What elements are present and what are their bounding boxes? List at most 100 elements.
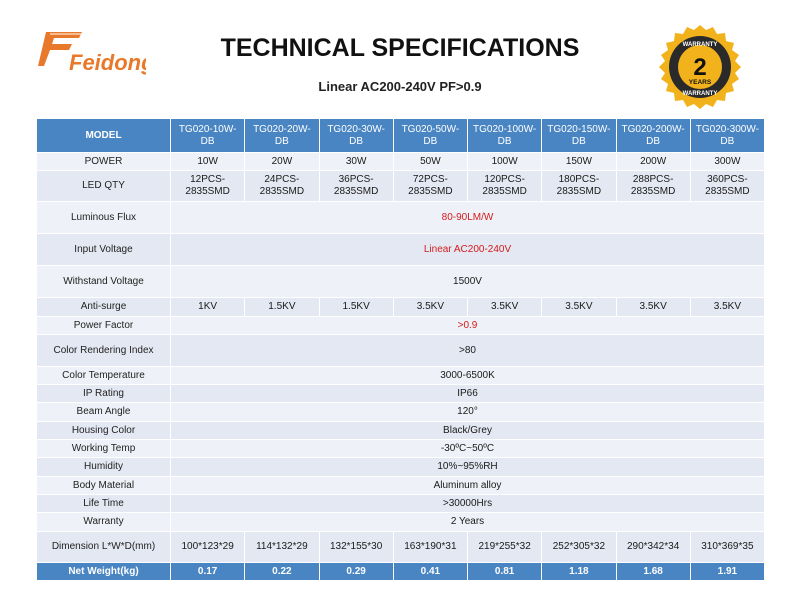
value-cell: 3000-6500K <box>170 366 765 385</box>
row-label: Beam Angle <box>36 402 171 422</box>
value-cell: 310*369*35 <box>689 531 766 563</box>
model-cell: TG020-300W-DB <box>689 118 766 153</box>
value-cell: 200W <box>615 152 691 171</box>
row-power: POWER 10W 20W 30W 50W 100W 150W 200W 300… <box>36 152 766 171</box>
model-header: MODEL <box>36 118 171 153</box>
svg-text:WARRANTY: WARRANTY <box>683 42 718 48</box>
value-cell: Linear AC200-240V <box>170 233 765 266</box>
value-cell: 1.18 <box>541 562 617 581</box>
row-net-weight: Net Weight(kg) 0.17 0.22 0.29 0.41 0.81 … <box>36 562 766 581</box>
value-cell: 360PCS-2835SMD <box>689 170 766 202</box>
value-cell: 10W <box>169 152 246 171</box>
row-label: Working Temp <box>36 439 171 458</box>
value-cell: 3.5KV <box>466 297 543 317</box>
value-cell: 50W <box>392 152 469 171</box>
value-cell: 1KV <box>169 297 246 317</box>
row-label: Body Material <box>36 476 171 495</box>
row-label: Power Factor <box>36 316 171 335</box>
value-cell: 100*123*29 <box>169 531 246 563</box>
row-body-material: Body Material Aluminum alloy <box>36 476 765 495</box>
page-title: TECHNICAL SPECIFICATIONS <box>220 34 580 62</box>
svg-text:YEARS: YEARS <box>689 79 712 86</box>
value-cell: 180PCS-2835SMD <box>541 170 617 202</box>
warranty-badge: WARRANTY 2 YEARS WARRANTY <box>659 25 741 109</box>
value-cell: 1.91 <box>689 562 766 581</box>
value-cell: Black/Grey <box>170 421 765 440</box>
row-withstand-voltage: Withstand Voltage 1500V <box>36 265 765 298</box>
value-cell: 219*255*32 <box>466 531 543 563</box>
row-life-time: Life Time >30000Hrs <box>36 494 765 513</box>
row-dimension: Dimension L*W*D(mm) 100*123*29 114*132*2… <box>36 531 766 563</box>
feidong-logo: Feidong <box>38 32 146 75</box>
row-power-factor: Power Factor >0.9 <box>36 316 765 335</box>
value-cell: 0.81 <box>466 562 543 581</box>
value-cell: 0.17 <box>169 562 246 581</box>
value-cell: 3.5KV <box>541 297 617 317</box>
value-cell: 36PCS-2835SMD <box>318 170 394 202</box>
value-cell: >30000Hrs <box>170 494 765 513</box>
value-cell: 132*155*30 <box>318 531 394 563</box>
row-label: IP Rating <box>36 384 171 403</box>
logo-text: Feidong <box>69 50 146 75</box>
row-label: Anti-surge <box>36 297 171 317</box>
value-cell: 20W <box>244 152 320 171</box>
value-cell: 1500V <box>170 265 765 298</box>
value-cell: 100W <box>466 152 543 171</box>
row-label: Net Weight(kg) <box>36 562 171 581</box>
row-input-voltage: Input Voltage Linear AC200-240V <box>36 233 765 266</box>
model-cell: TG020-150W-DB <box>541 118 617 153</box>
header-row: MODEL TG020-10W-DB TG020-20W-DB TG020-30… <box>36 118 766 153</box>
row-label: Life Time <box>36 494 171 513</box>
row-luminous-flux: Luminous Flux 80-90LM/W <box>36 201 765 234</box>
value-cell: 120PCS-2835SMD <box>466 170 543 202</box>
row-warranty: Warranty 2 Years <box>36 512 765 532</box>
value-cell: 0.22 <box>244 562 320 581</box>
value-cell: >80 <box>170 334 765 367</box>
row-label: Humidity <box>36 457 171 477</box>
page-subtitle: Linear AC200-240V PF>0.9 <box>318 79 482 94</box>
row-label: Color Rendering Index <box>36 334 171 367</box>
row-label: Color Temperature <box>36 366 171 385</box>
row-ip-rating: IP Rating IP66 <box>36 384 765 403</box>
value-cell: 3.5KV <box>689 297 766 317</box>
row-label: Withstand Voltage <box>36 265 171 298</box>
row-label: LED QTY <box>36 170 171 202</box>
spec-table: MODEL TG020-10W-DB TG020-20W-DB TG020-30… <box>36 118 766 581</box>
model-cell: TG020-200W-DB <box>615 118 691 153</box>
value-cell: 3.5KV <box>615 297 691 317</box>
value-cell: 72PCS-2835SMD <box>392 170 469 202</box>
value-cell: 163*190*31 <box>392 531 469 563</box>
row-label: Housing Color <box>36 421 171 440</box>
value-cell: 30W <box>318 152 394 171</box>
svg-text:WARRANTY: WARRANTY <box>683 91 718 97</box>
value-cell: 10%~95%RH <box>170 457 765 477</box>
row-cri: Color Rendering Index >80 <box>36 334 765 367</box>
value-cell: IP66 <box>170 384 765 403</box>
value-cell: 150W <box>541 152 617 171</box>
model-cell: TG020-20W-DB <box>244 118 320 153</box>
value-cell: 114*132*29 <box>244 531 320 563</box>
row-housing-color: Housing Color Black/Grey <box>36 421 765 440</box>
value-cell: 300W <box>689 152 766 171</box>
row-label: POWER <box>36 152 171 171</box>
model-cell: TG020-100W-DB <box>466 118 543 153</box>
row-label: Input Voltage <box>36 233 171 266</box>
model-cell: TG020-10W-DB <box>169 118 246 153</box>
value-cell: 1.68 <box>615 562 691 581</box>
row-label: Luminous Flux <box>36 201 171 234</box>
value-cell: 120° <box>170 402 765 422</box>
row-color-temperature: Color Temperature 3000-6500K <box>36 366 765 385</box>
value-cell: 80-90LM/W <box>170 201 765 234</box>
row-label: Warranty <box>36 512 171 532</box>
value-cell: 2 Years <box>170 512 765 532</box>
row-humidity: Humidity 10%~95%RH <box>36 457 765 477</box>
value-cell: 12PCS-2835SMD <box>169 170 246 202</box>
row-led-qty: LED QTY 12PCS-2835SMD 24PCS-2835SMD 36PC… <box>36 170 766 202</box>
model-cell: TG020-50W-DB <box>392 118 469 153</box>
value-cell: 1.5KV <box>244 297 320 317</box>
model-cell: TG020-30W-DB <box>318 118 394 153</box>
value-cell: 3.5KV <box>392 297 469 317</box>
value-cell: 288PCS-2835SMD <box>615 170 691 202</box>
value-cell: 0.29 <box>318 562 394 581</box>
row-label: Dimension L*W*D(mm) <box>36 531 171 563</box>
